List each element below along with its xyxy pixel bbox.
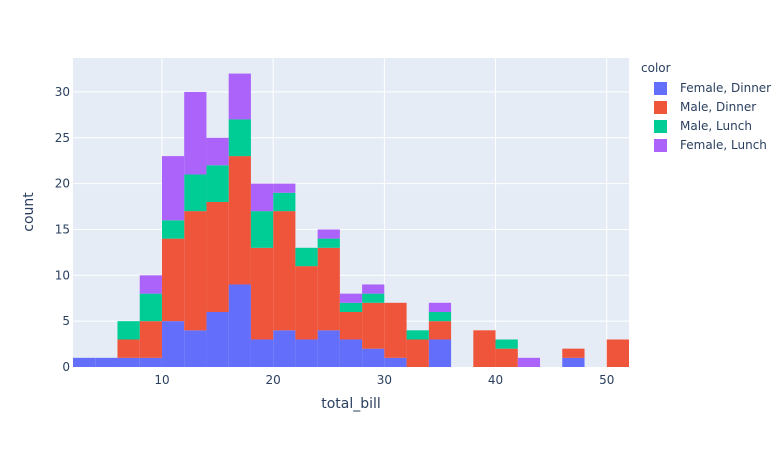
bar-segment[interactable] xyxy=(362,284,385,294)
bar-segment[interactable] xyxy=(428,339,452,367)
legend[interactable]: color Female, Dinner Male, Dinner Male, Lu… xyxy=(641,61,771,152)
legend-item[interactable]: Male, Dinner xyxy=(654,100,756,114)
bar-segment[interactable] xyxy=(273,330,296,367)
legend-label: Male, Lunch xyxy=(680,119,752,133)
y-tick-label: 20 xyxy=(55,177,70,191)
bar-segment[interactable] xyxy=(117,339,140,358)
bar-segment[interactable] xyxy=(606,339,629,367)
legend-swatch xyxy=(654,101,667,114)
legend-item[interactable]: Female, Lunch xyxy=(654,138,767,152)
bar-segment[interactable] xyxy=(228,284,251,367)
y-tick-label: 10 xyxy=(55,268,70,282)
legend-label: Female, Lunch xyxy=(680,138,767,152)
legend-label: Female, Dinner xyxy=(680,81,771,95)
bar-segment[interactable] xyxy=(250,339,274,367)
legend-item[interactable]: Female, Dinner xyxy=(654,81,771,95)
bar-segment[interactable] xyxy=(228,156,251,285)
bar-segment[interactable] xyxy=(139,321,162,358)
bar-segment[interactable] xyxy=(250,211,274,248)
y-tick-label: 25 xyxy=(55,131,70,145)
bar-segment[interactable] xyxy=(117,321,140,340)
bar-segment[interactable] xyxy=(73,357,96,367)
bar-segment[interactable] xyxy=(206,137,229,166)
bar-segment[interactable] xyxy=(406,330,429,340)
x-axis-title: total_bill xyxy=(321,396,381,412)
bar-segment[interactable] xyxy=(250,247,274,340)
bar-segment[interactable] xyxy=(184,211,207,331)
bar-segment[interactable] xyxy=(517,357,541,367)
bar-segment[interactable] xyxy=(362,293,385,303)
bar-segment[interactable] xyxy=(228,119,251,157)
bar-segment[interactable] xyxy=(161,238,185,322)
bar-segment[interactable] xyxy=(339,302,363,312)
bar-segment[interactable] xyxy=(339,311,363,340)
bar-segment[interactable] xyxy=(362,348,385,367)
bar-segment[interactable] xyxy=(317,330,340,367)
bar-segment[interactable] xyxy=(250,183,274,212)
bar-segment[interactable] xyxy=(428,321,452,340)
bar-segment[interactable] xyxy=(339,339,363,367)
bar-segment[interactable] xyxy=(339,293,363,303)
x-axis-ticks: 10 20 30 40 50 xyxy=(154,373,614,387)
bar-segment[interactable] xyxy=(206,311,229,367)
x-tick-label: 40 xyxy=(488,373,503,387)
x-tick-label: 50 xyxy=(599,373,614,387)
y-tick-label: 5 xyxy=(62,314,70,328)
bar-segment[interactable] xyxy=(317,238,340,248)
bar-segment[interactable] xyxy=(295,247,318,267)
bar-segment[interactable] xyxy=(206,201,229,312)
y-tick-label: 0 xyxy=(62,360,70,374)
bar-segment[interactable] xyxy=(139,357,162,367)
bar-segment[interactable] xyxy=(273,192,296,212)
bar-segment[interactable] xyxy=(273,183,296,193)
y-tick-label: 15 xyxy=(55,222,70,236)
bar-segment[interactable] xyxy=(161,321,185,367)
bar-segment[interactable] xyxy=(139,275,162,294)
bar-segment[interactable] xyxy=(273,211,296,331)
bar-segment[interactable] xyxy=(161,220,185,239)
bar-segment[interactable] xyxy=(184,330,207,367)
bar-segment[interactable] xyxy=(317,247,340,331)
bar-segment[interactable] xyxy=(117,357,140,367)
y-tick-label: 30 xyxy=(55,85,70,99)
bar-segment[interactable] xyxy=(406,339,429,367)
bars-layer[interactable] xyxy=(73,73,629,367)
bar-segment[interactable] xyxy=(428,311,452,322)
legend-swatch xyxy=(654,120,667,133)
bar-segment[interactable] xyxy=(428,302,452,312)
bar-segment[interactable] xyxy=(562,357,585,367)
bar-segment[interactable] xyxy=(95,357,118,367)
bar-segment[interactable] xyxy=(184,174,207,212)
bar-segment[interactable] xyxy=(317,229,340,239)
y-axis-title: count xyxy=(21,192,37,232)
bar-segment[interactable] xyxy=(139,293,162,322)
bar-segment[interactable] xyxy=(495,339,518,349)
x-tick-label: 20 xyxy=(266,373,281,387)
bar-segment[interactable] xyxy=(295,339,318,367)
legend-swatch xyxy=(654,139,667,152)
bar-segment[interactable] xyxy=(206,165,229,202)
bar-segment[interactable] xyxy=(295,266,318,340)
bar-segment[interactable] xyxy=(161,156,185,221)
bar-segment[interactable] xyxy=(473,330,496,367)
bar-segment[interactable] xyxy=(362,302,385,349)
bar-segment[interactable] xyxy=(384,357,407,367)
y-axis-ticks: 0 5 10 15 20 25 30 xyxy=(55,85,70,374)
legend-swatch xyxy=(654,82,667,95)
x-tick-label: 10 xyxy=(154,373,169,387)
legend-item[interactable]: Male, Lunch xyxy=(654,119,752,133)
legend-title: color xyxy=(641,61,671,75)
bar-segment[interactable] xyxy=(228,73,251,120)
bar-segment[interactable] xyxy=(495,348,518,367)
bar-segment[interactable] xyxy=(184,91,207,175)
bar-segment[interactable] xyxy=(562,348,585,358)
x-tick-label: 30 xyxy=(377,373,392,387)
legend-label: Male, Dinner xyxy=(680,100,756,114)
bar-segment[interactable] xyxy=(384,302,407,358)
